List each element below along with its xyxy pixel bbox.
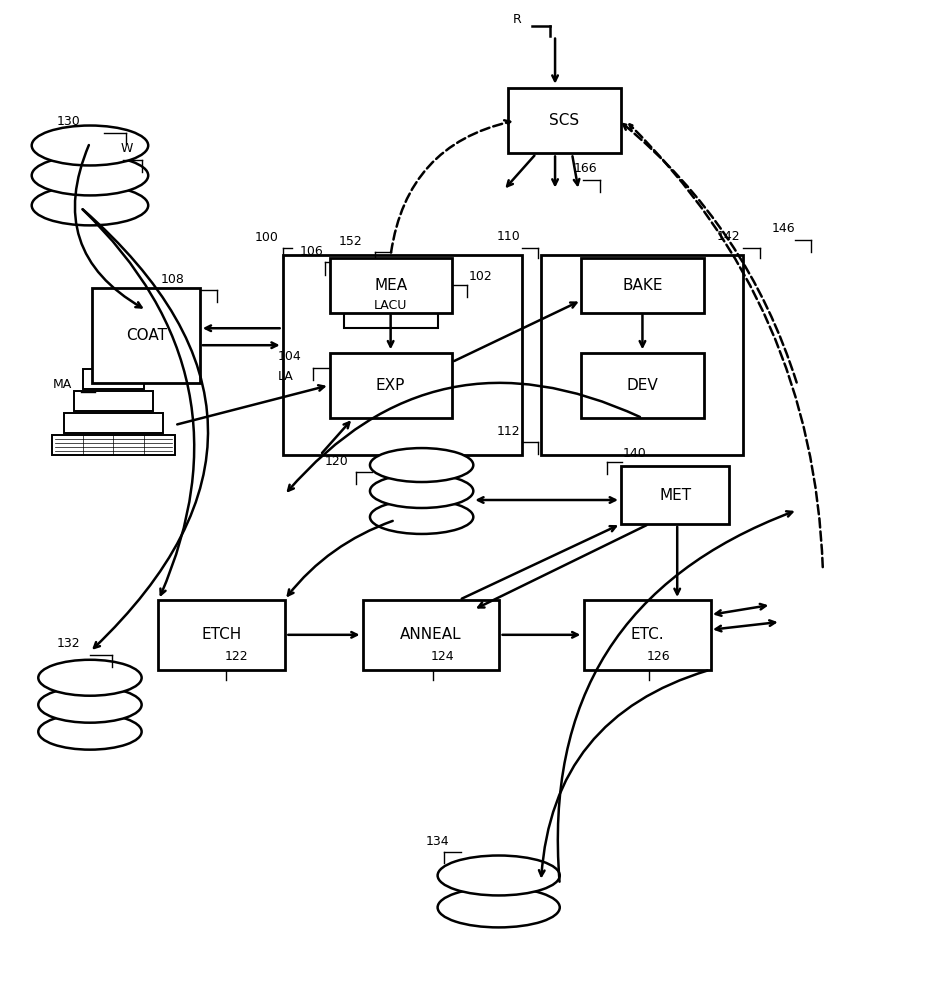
FancyBboxPatch shape	[92, 288, 200, 383]
Ellipse shape	[370, 474, 473, 508]
FancyBboxPatch shape	[343, 283, 438, 328]
Ellipse shape	[438, 887, 560, 927]
Text: LACU: LACU	[374, 299, 407, 312]
Text: 134: 134	[425, 835, 449, 848]
Text: 146: 146	[772, 222, 795, 235]
Text: MA: MA	[53, 378, 72, 391]
Text: 152: 152	[339, 235, 362, 248]
Text: 126: 126	[647, 650, 671, 663]
Text: 130: 130	[57, 115, 81, 128]
FancyBboxPatch shape	[583, 600, 710, 670]
Ellipse shape	[438, 856, 560, 895]
Ellipse shape	[39, 714, 142, 750]
FancyBboxPatch shape	[363, 600, 499, 670]
Text: EXP: EXP	[376, 378, 406, 393]
Text: ETCH: ETCH	[201, 627, 242, 642]
Text: LA: LA	[278, 370, 294, 383]
Ellipse shape	[32, 155, 149, 195]
Text: ANNEAL: ANNEAL	[400, 627, 462, 642]
Text: SCS: SCS	[550, 113, 580, 128]
Text: 108: 108	[160, 273, 184, 286]
Ellipse shape	[370, 448, 473, 482]
Text: BAKE: BAKE	[622, 278, 662, 293]
Text: 120: 120	[325, 455, 348, 468]
Text: MEA: MEA	[375, 278, 407, 293]
Text: 102: 102	[469, 270, 492, 283]
Text: 104: 104	[278, 350, 302, 363]
Text: 112: 112	[497, 425, 520, 438]
FancyBboxPatch shape	[64, 413, 163, 433]
FancyBboxPatch shape	[53, 435, 174, 455]
Text: 124: 124	[431, 650, 455, 663]
Text: 166: 166	[574, 162, 598, 175]
Ellipse shape	[39, 660, 142, 696]
Text: 110: 110	[497, 230, 520, 243]
FancyBboxPatch shape	[329, 353, 452, 418]
FancyBboxPatch shape	[158, 600, 285, 670]
Text: 100: 100	[254, 231, 279, 244]
FancyBboxPatch shape	[73, 391, 153, 411]
FancyBboxPatch shape	[282, 255, 522, 455]
Text: 142: 142	[717, 230, 741, 243]
Text: ETC.: ETC.	[630, 627, 664, 642]
FancyBboxPatch shape	[541, 255, 743, 455]
FancyBboxPatch shape	[582, 353, 704, 418]
Text: 122: 122	[224, 650, 247, 663]
Ellipse shape	[39, 687, 142, 723]
Text: COAT: COAT	[126, 328, 167, 343]
FancyBboxPatch shape	[621, 466, 729, 524]
Text: 140: 140	[623, 447, 646, 460]
Text: MET: MET	[660, 488, 692, 503]
Ellipse shape	[32, 185, 149, 225]
FancyBboxPatch shape	[582, 258, 704, 313]
Text: R: R	[513, 13, 521, 26]
Ellipse shape	[32, 126, 149, 165]
FancyBboxPatch shape	[329, 258, 452, 313]
Text: 106: 106	[299, 245, 324, 258]
Ellipse shape	[370, 500, 473, 534]
Text: DEV: DEV	[627, 378, 659, 393]
Text: W: W	[121, 142, 134, 155]
FancyBboxPatch shape	[83, 369, 144, 389]
Text: 132: 132	[57, 637, 81, 650]
FancyBboxPatch shape	[508, 88, 621, 153]
